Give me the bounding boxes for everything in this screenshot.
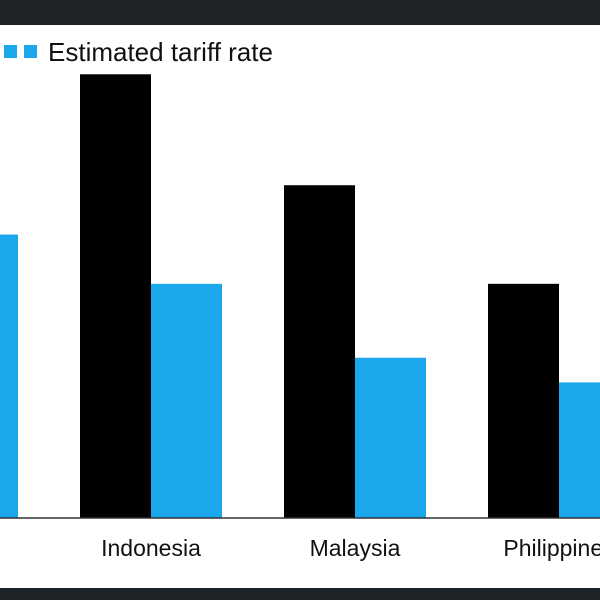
bar-chart: ThailandIndonesiaMalaysiaPhilippines bbox=[0, 74, 600, 561]
bar-indonesia-series-2 bbox=[151, 283, 222, 518]
legend-swatch-estimated-tariff-rate bbox=[24, 45, 37, 58]
category-label-indonesia: Indonesia bbox=[101, 535, 201, 561]
category-label-malaysia: Malaysia bbox=[310, 535, 401, 561]
bar-thailand-series-2 bbox=[0, 234, 18, 518]
category-label-philippines: Philippines bbox=[503, 535, 600, 561]
category-labels-group: ThailandIndonesiaMalaysiaPhilippines bbox=[101, 535, 600, 561]
legend-swatch-previous bbox=[4, 45, 17, 58]
bar-philippines-series-1 bbox=[488, 283, 559, 518]
bar-indonesia-series-1 bbox=[80, 74, 151, 519]
bars-group bbox=[0, 74, 600, 519]
bar-malaysia-series-2 bbox=[355, 357, 426, 518]
chart-frame: Estimated tariff rate ThailandIndonesiaM… bbox=[0, 25, 600, 588]
bar-malaysia-series-1 bbox=[284, 185, 355, 518]
legend-label-estimated-tariff-rate: Estimated tariff rate bbox=[48, 37, 273, 67]
bar-philippines-series-2 bbox=[559, 382, 600, 518]
